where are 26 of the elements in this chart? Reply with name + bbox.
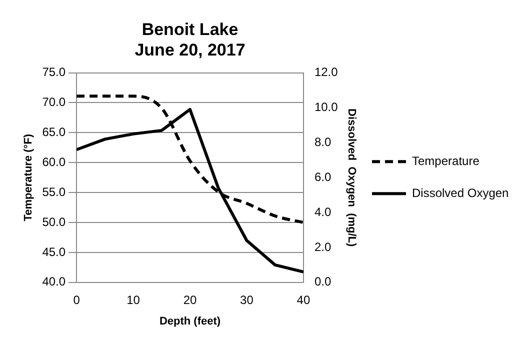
y2-tick-label: 8.0 bbox=[314, 134, 332, 149]
y-tick-label: 65.0 bbox=[42, 125, 66, 139]
legend-label: Temperature bbox=[412, 154, 480, 168]
x-tick-label: 0 bbox=[73, 292, 80, 307]
y2-tick-label: 2.0 bbox=[314, 240, 332, 254]
legend-label: Dissolved Oxygen bbox=[412, 186, 509, 200]
y-tick-label: 75.0 bbox=[42, 65, 66, 80]
y-tick-label: 55.0 bbox=[42, 184, 66, 199]
x-tick-label: 30 bbox=[240, 292, 254, 307]
y2-tick-label: 12.0 bbox=[314, 65, 338, 80]
y-axis-title: Temperature (°F) bbox=[22, 134, 35, 222]
y-tick-label: 60.0 bbox=[42, 154, 66, 169]
y2-axis-title: Dissolved Oxygen (mg/L) bbox=[345, 108, 358, 248]
y-tick-label: 50.0 bbox=[42, 214, 66, 229]
y-tick-label: 70.0 bbox=[42, 95, 66, 110]
y2-tick-label: 0.0 bbox=[314, 274, 332, 289]
x-axis-title: Depth (feet) bbox=[159, 315, 221, 328]
x-tick-label: 20 bbox=[183, 292, 197, 307]
y2-tick-label: 4.0 bbox=[314, 204, 332, 219]
x-tick-label: 40 bbox=[296, 292, 310, 307]
y-tick-label: 45.0 bbox=[42, 244, 66, 259]
chart-title: Benoit Lake June 20, 2017 bbox=[134, 20, 246, 60]
y2-tick-label: 6.0 bbox=[314, 170, 332, 184]
y-tick-label: 40.0 bbox=[42, 274, 66, 289]
x-tick-label: 10 bbox=[126, 292, 140, 307]
y2-tick-label: 10.0 bbox=[314, 100, 338, 114]
